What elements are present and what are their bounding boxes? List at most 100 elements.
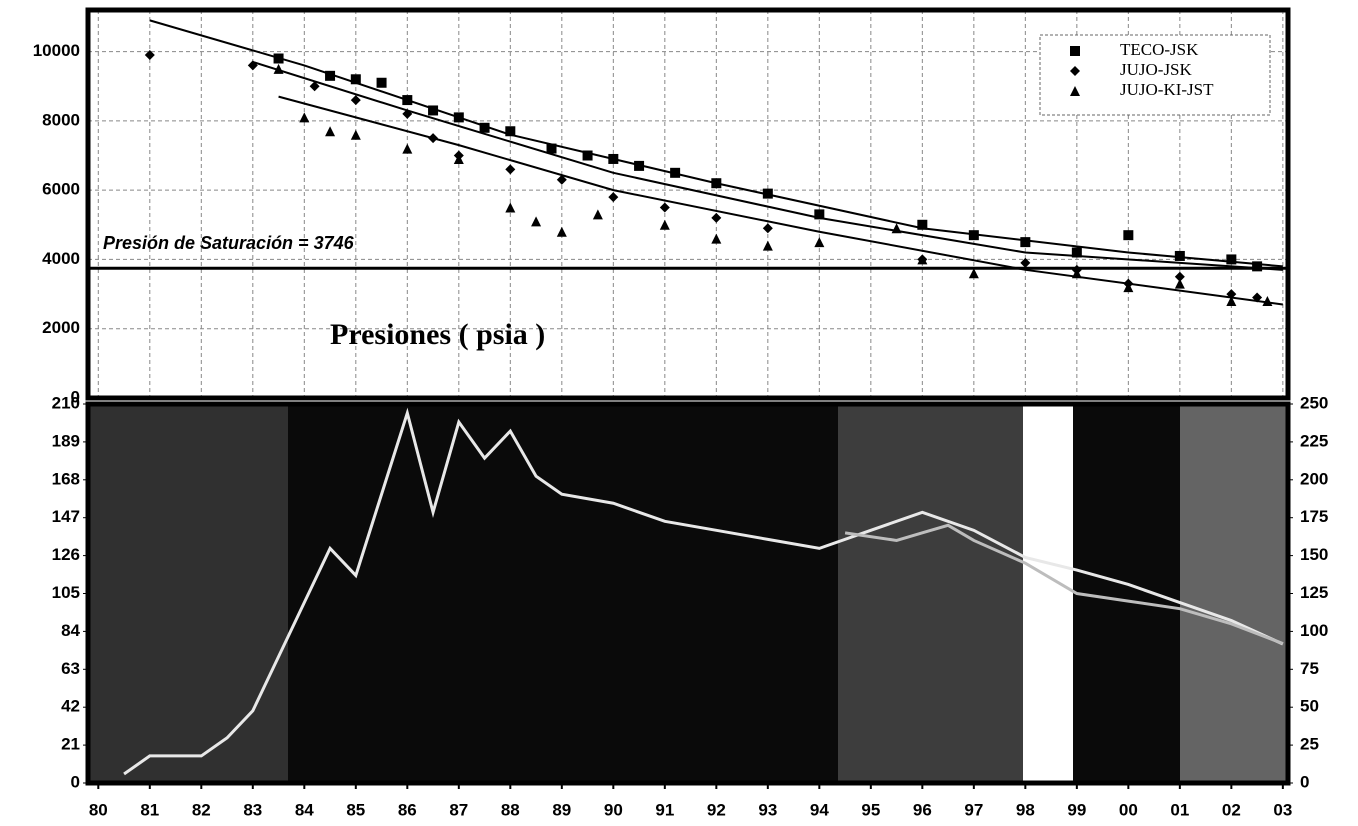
point — [1020, 257, 1031, 268]
panel-frame — [85, 401, 1291, 786]
white-band — [1023, 404, 1073, 783]
y-tick-label: 105 — [52, 583, 80, 602]
y2-tick-label: 25 — [1300, 735, 1319, 754]
y-tick-label: 4000 — [42, 249, 80, 268]
y2-tick-label: 175 — [1300, 507, 1328, 526]
y2-tick-label: 0 — [1300, 772, 1309, 791]
y-tick-label: 0 — [71, 772, 80, 791]
legend-marker — [1070, 66, 1080, 76]
point — [1174, 250, 1185, 261]
y2-tick-label: 100 — [1300, 621, 1328, 640]
point — [299, 112, 310, 123]
point — [546, 143, 557, 154]
y2-tick-label: 250 — [1300, 393, 1328, 412]
line — [252, 61, 1283, 271]
x-tick-label: 81 — [140, 800, 159, 819]
reference-label: Presión de Saturación = 3746 — [103, 233, 355, 253]
x-tick-label: 91 — [655, 800, 674, 819]
y2-tick-label: 200 — [1300, 469, 1328, 488]
legend-marker — [1070, 86, 1080, 96]
point — [402, 143, 413, 154]
x-tick-label: 84 — [295, 800, 314, 819]
y2-tick-label: 225 — [1300, 431, 1328, 450]
legend-label: TECO-JSK — [1120, 40, 1199, 59]
legend-label: JUJO-KI-JST — [1120, 80, 1214, 99]
x-tick-label: 02 — [1222, 800, 1241, 819]
x-tick-label: 96 — [913, 800, 932, 819]
point — [1174, 278, 1185, 289]
y-tick-label: 0 — [71, 387, 80, 406]
y-tick-label: 84 — [61, 621, 80, 640]
x-tick-label: 83 — [243, 800, 262, 819]
point — [505, 202, 516, 213]
y2-tick-label: 50 — [1300, 697, 1319, 716]
x-tick-label: 80 — [89, 800, 108, 819]
y-tick-label: 210 — [52, 393, 80, 412]
x-tick-label: 85 — [346, 800, 365, 819]
x-tick-label: 99 — [1067, 800, 1086, 819]
shade — [88, 404, 288, 783]
point — [917, 254, 928, 265]
line — [123, 407, 1284, 776]
legend-label: JUJO-JSK — [1120, 60, 1193, 79]
x-tick-label: 90 — [604, 800, 623, 819]
y-tick-label: 6000 — [42, 180, 80, 199]
point — [144, 50, 155, 61]
legend-marker — [1070, 46, 1080, 56]
y-tick-label: 21 — [61, 735, 80, 754]
y-tick-label: 147 — [52, 507, 80, 526]
point — [350, 129, 361, 140]
point — [968, 268, 979, 279]
point — [711, 233, 722, 244]
y2-tick-label: 125 — [1300, 583, 1328, 602]
y2-tick-label: 150 — [1300, 545, 1328, 564]
x-tick-label: 97 — [964, 800, 983, 819]
x-tick-label: 88 — [501, 800, 520, 819]
point — [659, 219, 670, 230]
y-tick-label: 168 — [52, 469, 80, 488]
line — [844, 523, 1284, 645]
panel-frame — [85, 7, 1291, 401]
point — [659, 202, 670, 213]
x-tick-label: 94 — [810, 800, 829, 819]
y-tick-label: 2000 — [42, 318, 80, 337]
y2-tick-label: 75 — [1300, 659, 1319, 678]
x-tick-label: 01 — [1170, 800, 1189, 819]
x-tick-label: 82 — [192, 800, 211, 819]
x-tick-label: 98 — [1016, 800, 1035, 819]
y-tick-label: 8000 — [42, 110, 80, 129]
y-tick-label: 189 — [52, 431, 80, 450]
x-tick-label: 87 — [449, 800, 468, 819]
point — [762, 240, 773, 251]
point — [1174, 271, 1185, 282]
shade — [838, 404, 1023, 783]
shade — [1180, 404, 1288, 783]
y-tick-label: 126 — [52, 545, 80, 564]
point — [1123, 230, 1134, 241]
point — [531, 216, 542, 227]
y-tick-label: 42 — [61, 697, 80, 716]
point — [325, 126, 336, 137]
point — [376, 77, 387, 88]
point — [1226, 296, 1237, 306]
point — [1123, 282, 1134, 293]
point — [592, 209, 603, 220]
x-tick-label: 03 — [1273, 800, 1292, 819]
point — [762, 223, 773, 234]
point — [556, 226, 567, 237]
x-tick-label: 00 — [1119, 800, 1138, 819]
point — [711, 212, 722, 223]
x-tick-label: 92 — [707, 800, 726, 819]
x-tick-label: 93 — [758, 800, 777, 819]
point — [608, 192, 619, 203]
point — [1020, 237, 1031, 248]
line — [278, 95, 1283, 306]
y-tick-label: 63 — [61, 659, 80, 678]
y-tick-label: 10000 — [33, 41, 80, 60]
x-tick-label: 86 — [398, 800, 417, 819]
point — [505, 164, 516, 175]
line — [149, 19, 1283, 268]
x-tick-label: 89 — [552, 800, 571, 819]
